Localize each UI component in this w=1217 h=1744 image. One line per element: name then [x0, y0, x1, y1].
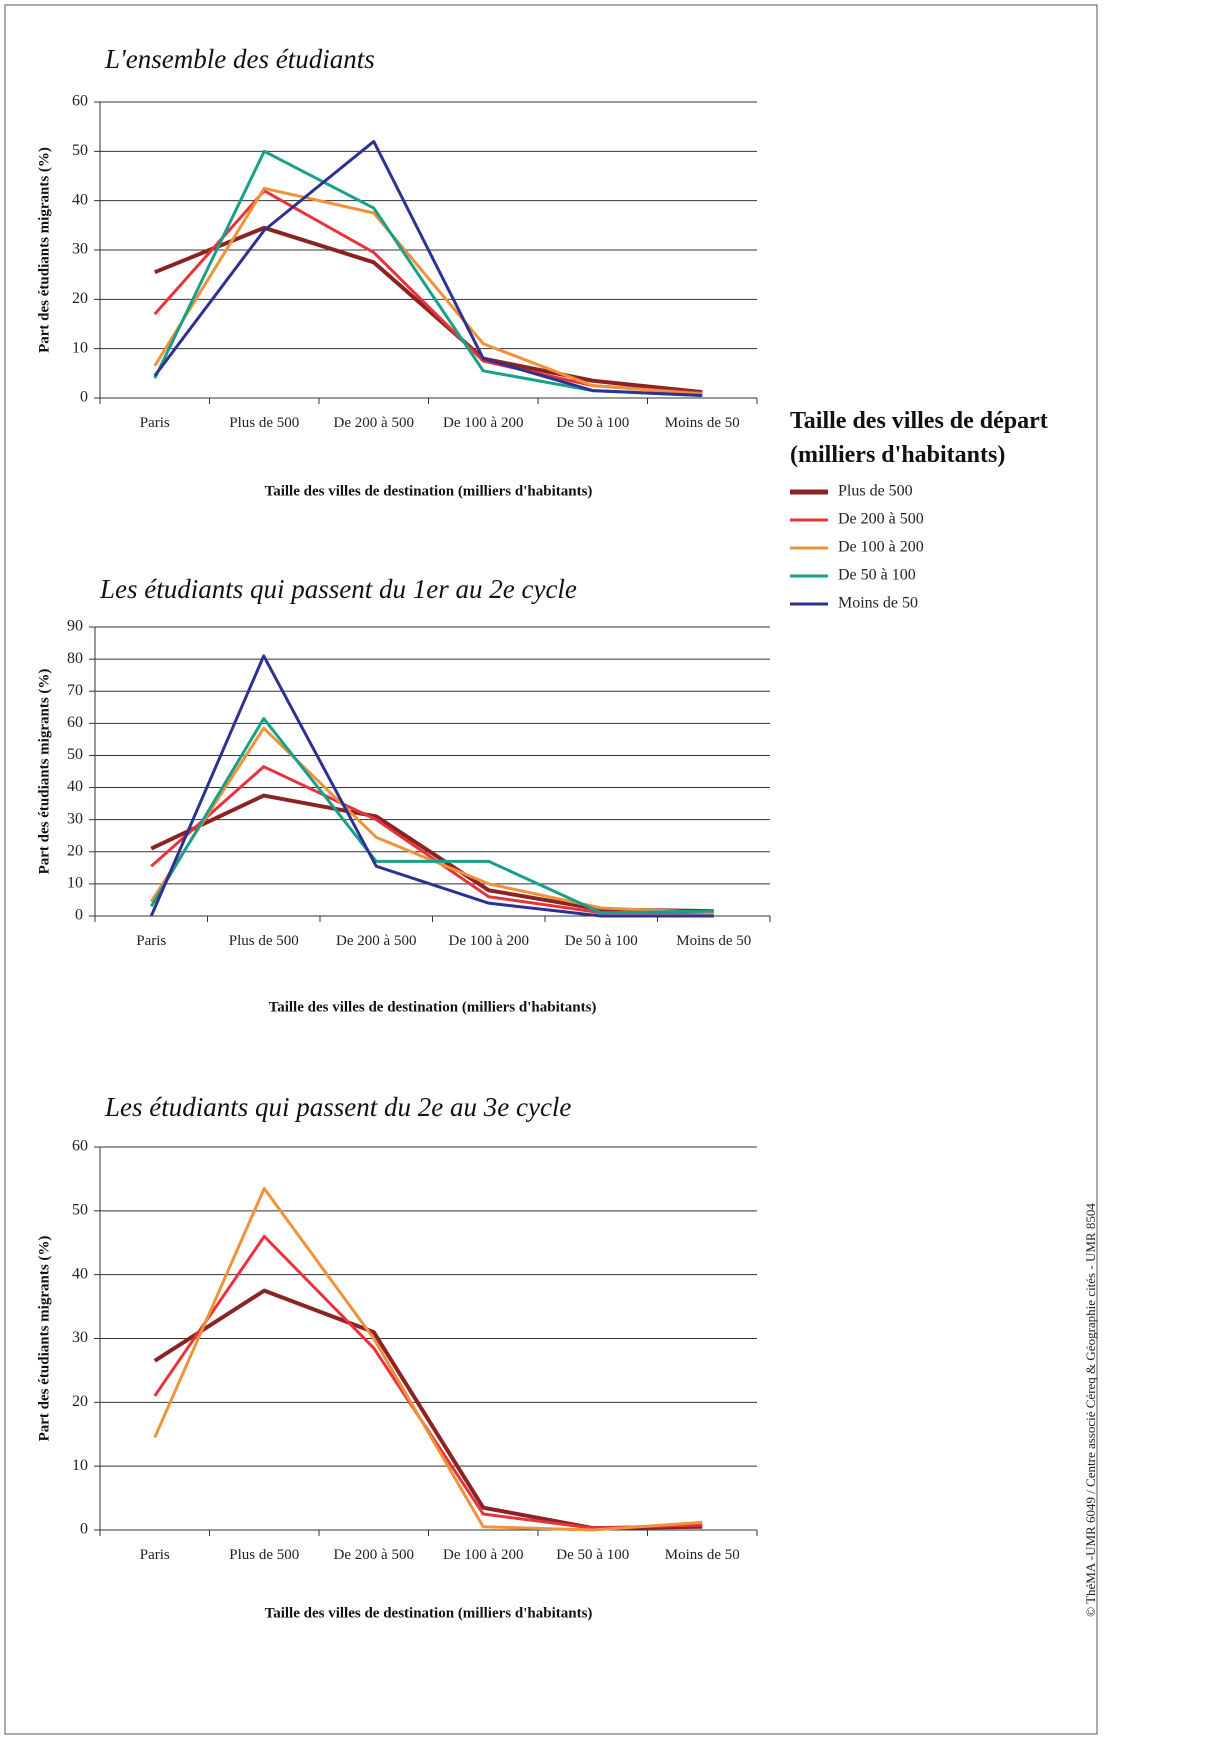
x-tick-label: Paris	[139, 1547, 170, 1563]
x-tick-label: Paris	[139, 415, 170, 431]
frame	[4, 4, 1098, 1735]
x-tick-label: De 200 à 500	[336, 933, 417, 949]
y-tick-label: 50	[72, 1202, 88, 1219]
x-tick-label: De 100 à 200	[448, 933, 529, 949]
x-tick-label: De 50 à 100	[556, 1547, 630, 1563]
legend-label: Plus de 500	[838, 483, 913, 500]
y-tick-label: 50	[67, 746, 83, 763]
x-tick-label: Moins de 50	[676, 933, 752, 949]
y-tick-label: 10	[72, 339, 88, 356]
y-tick-label: 40	[67, 778, 83, 795]
y-axis-label: Part des étudiants migrants (%)	[36, 147, 52, 353]
legend-label: Moins de 50	[838, 595, 918, 612]
y-axis-label: Part des étudiants migrants (%)	[36, 1236, 52, 1442]
x-tick-label-box: De 200 à 500	[333, 415, 414, 431]
legend-title: Taille des villes de départ (milliers d'…	[790, 408, 1048, 468]
chart-title: L'ensemble des étudiants	[104, 44, 375, 74]
x-tick-label: De 100 à 200	[443, 415, 524, 431]
series-line	[150, 793, 714, 914]
series-line	[153, 1186, 703, 1532]
x-tick-label-box: De 200 à 500	[336, 933, 417, 949]
series-line	[153, 1234, 703, 1530]
x-tick-label: De 50 à 100	[564, 933, 638, 949]
x-tick-label-box: De 100 à 200	[448, 933, 529, 949]
x-tick-label-box: Moins de 50	[664, 1547, 740, 1563]
x-axis-label: Taille des villes de destination (millie…	[269, 999, 597, 1015]
x-tick-label: De 200 à 500	[333, 1547, 414, 1563]
x-tick-label-box: Plus de 500	[228, 933, 299, 949]
x-tick-label-box: Paris	[136, 933, 167, 949]
y-tick-label: 40	[72, 1265, 88, 1282]
y-tick-label: 90	[67, 618, 83, 635]
x-tick-label: Plus de 500	[228, 933, 299, 949]
x-axis-label: Taille des villes de destination (millie…	[265, 483, 593, 499]
x-tick-label: Moins de 50	[664, 415, 740, 431]
x-tick-label-box: De 50 à 100	[556, 1547, 630, 1563]
legend-label: De 50 à 100	[838, 567, 916, 584]
x-tick-label: De 100 à 200	[443, 1547, 524, 1563]
y-tick-label: 20	[67, 842, 83, 859]
x-tick-label-box: De 200 à 500	[333, 1547, 414, 1563]
y-tick-label: 0	[75, 907, 83, 924]
y-tick-label: 20	[72, 290, 88, 307]
x-tick-label-box: De 100 à 200	[443, 415, 524, 431]
x-tick-label-box: Plus de 500	[229, 1547, 300, 1563]
y-tick-label: 30	[72, 241, 88, 258]
series-line	[153, 225, 703, 395]
y-tick-label: 60	[72, 93, 88, 110]
legend-label: De 100 à 200	[838, 539, 924, 556]
series-line	[153, 149, 703, 398]
y-tick-label: 30	[72, 1329, 88, 1346]
x-tick-label-box: De 50 à 100	[556, 415, 630, 431]
x-tick-label: Paris	[136, 933, 167, 949]
y-tick-label: 20	[72, 1393, 88, 1410]
y-tick-label: 30	[67, 810, 83, 827]
y-tick-label: 40	[72, 191, 88, 208]
x-tick-label: De 50 à 100	[556, 415, 630, 431]
y-tick-label: 70	[67, 682, 83, 699]
x-axis-label: Taille des villes de destination (millie…	[265, 1605, 593, 1621]
x-tick-label-box: Moins de 50	[664, 415, 740, 431]
series-line	[150, 765, 714, 915]
y-tick-label: 50	[72, 142, 88, 159]
legend-label: De 200 à 500	[838, 511, 924, 528]
x-tick-label: Moins de 50	[664, 1547, 740, 1563]
series-line	[153, 139, 703, 398]
y-tick-label: 60	[67, 714, 83, 731]
y-tick-label: 60	[72, 1138, 88, 1155]
credit: © ThéMA -UMR 6049 / Centre associé Céreq…	[1083, 1203, 1098, 1617]
x-tick-label: De 200 à 500	[333, 415, 414, 431]
y-tick-label: 10	[67, 875, 83, 892]
y-tick-label: 0	[80, 1521, 88, 1538]
chart-title: Les étudiants qui passent du 1er au 2e c…	[99, 574, 577, 604]
series-line	[153, 186, 703, 396]
x-tick-label-box: Plus de 500	[229, 415, 300, 431]
chart-title: Les étudiants qui passent du 2e au 3e cy…	[104, 1092, 571, 1122]
y-tick-label: 10	[72, 1457, 88, 1474]
x-tick-label-box: De 50 à 100	[564, 933, 638, 949]
legend-title-box: Taille des villes de départ (milliers d'…	[790, 408, 1048, 468]
x-tick-label-box: De 100 à 200	[443, 1547, 524, 1563]
y-axis-label: Part des étudiants migrants (%)	[36, 669, 52, 875]
x-tick-label-box: Moins de 50	[676, 933, 752, 949]
series-line	[153, 1288, 703, 1531]
y-tick-label: 0	[80, 389, 88, 406]
series-line	[149, 654, 714, 918]
x-tick-label-box: Paris	[139, 1547, 170, 1563]
series-line	[149, 717, 714, 915]
x-tick-label-box: Paris	[139, 415, 170, 431]
y-tick-label: 80	[67, 650, 83, 667]
x-tick-label: Plus de 500	[229, 1547, 300, 1563]
x-tick-label: Plus de 500	[229, 415, 300, 431]
